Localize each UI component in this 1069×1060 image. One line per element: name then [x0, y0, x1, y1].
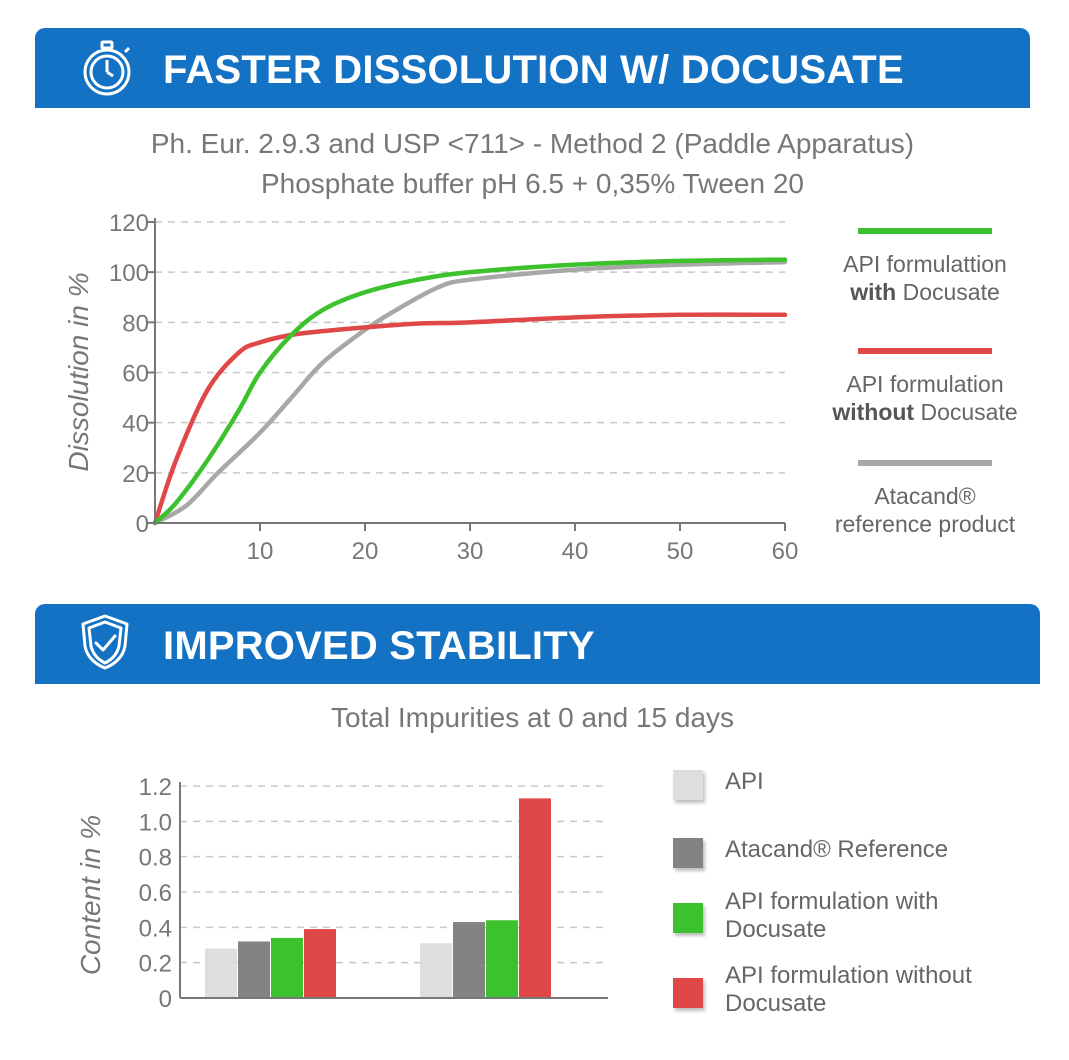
stability-subtitle: Total Impurities at 0 and 15 days: [330, 702, 735, 733]
dissolution-header: FASTER DISSOLUTION W/ DOCUSATE: [35, 28, 1030, 108]
bar-chart-y-tick-label: 0.2: [139, 951, 172, 978]
stability-header: IMPROVED STABILITY: [35, 604, 1040, 684]
legend-bar-swatch: [673, 903, 703, 933]
legend-bar-label: Atacand® Reference: [725, 836, 949, 863]
bar-chart-y-tick-label: 0: [159, 986, 172, 1013]
legend-bar-label: API formulation without Docusate: [725, 962, 972, 1017]
legend-bar-swatch: [673, 978, 703, 1008]
bar-chart-y-tick-label: 1.0: [139, 809, 172, 836]
line-series-without-docusate: [152, 312, 788, 526]
line-series-atacand: [152, 259, 788, 526]
bar: [271, 937, 303, 998]
bar: [304, 929, 336, 998]
bar: [453, 922, 485, 998]
line-series-with-docusate: [152, 257, 788, 526]
line-chart-y-tick-label: 0: [136, 511, 149, 538]
line-chart-y-tick-label: 20: [122, 461, 149, 488]
legend-line-swatch: [858, 460, 992, 466]
dissolution-title: FASTER DISSOLUTION W/ DOCUSATE: [163, 48, 904, 92]
legend-line-label: API formulattion with Docusate: [843, 251, 1007, 305]
line-chart-x-tick-label: 30: [457, 538, 484, 565]
legend-line-swatch: [858, 228, 992, 234]
stability-title: IMPROVED STABILITY: [163, 624, 595, 668]
line-chart-y-tick-label: 40: [122, 411, 149, 438]
legend-bar-swatch: [673, 838, 703, 868]
bar-chart-y-tick-label: 0.6: [139, 880, 172, 907]
legend-line-label: API formulation without Docusate: [832, 371, 1018, 425]
legend-bar-swatch: [673, 770, 703, 800]
line-chart-x-tick-label: 20: [352, 538, 379, 565]
line-chart-y-axis-label: Dissolution in %: [63, 272, 94, 471]
bar-chart-y-tick-label: 0.8: [139, 845, 172, 872]
bar: [519, 798, 551, 998]
line-chart-y-tick-label: 80: [122, 310, 149, 337]
impurities-bar-chart: Content in % 0 0.2 0.4 0.6 0.8 1.0 1.2: [75, 774, 608, 1013]
line-chart-x-tick-label: 40: [562, 538, 589, 565]
line-chart-x-tick-label: 10: [247, 538, 274, 565]
bar-chart-y-tick-label: 0.4: [139, 915, 172, 942]
bar: [238, 941, 270, 998]
line-chart-x-tick-label: 60: [772, 538, 799, 565]
legend-bar-label: API formulation with Docusate: [725, 888, 939, 943]
line-chart-x-tick-label: 50: [667, 538, 694, 565]
line-chart-y-tick-label: 120: [109, 210, 149, 237]
stopwatch-icon: [83, 40, 131, 96]
shield-check-icon: [81, 614, 129, 670]
bar: [420, 943, 452, 998]
dissolution-subtitle-1: Ph. Eur. 2.9.3 and USP <711> - Method 2 …: [150, 128, 915, 159]
legend-bar-label: API: [725, 768, 764, 795]
line-chart-y-tick-label: 60: [122, 361, 149, 388]
dissolution-subtitle-2: Phosphate buffer pH 6.5 + 0,35% Tween 20: [260, 168, 805, 199]
bar-chart-y-tick-label: 1.2: [139, 774, 172, 801]
bar: [205, 948, 237, 998]
legend-line-label: Atacand® reference product: [834, 483, 1016, 537]
bar-chart-y-axis-label: Content in %: [75, 815, 106, 975]
bar: [486, 920, 518, 998]
legend-line-swatch: [858, 348, 992, 354]
dissolution-line-chart: Dissolution in % 0 20 40 60 80 100 120 10 20 30 40…: [63, 210, 799, 565]
line-chart-y-tick-label: 100: [109, 260, 149, 287]
